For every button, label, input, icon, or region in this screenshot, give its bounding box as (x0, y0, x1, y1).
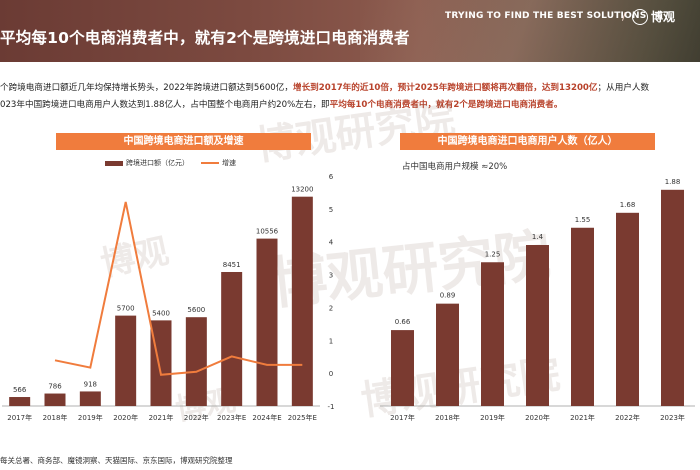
bar (661, 189, 684, 406)
x-tick-label: 2020年 (525, 413, 550, 422)
bar (221, 271, 243, 406)
x-tick-label: 2021年 (570, 413, 595, 422)
bar (256, 238, 278, 406)
bar (571, 227, 594, 406)
bar-value-label: 0.89 (440, 292, 456, 300)
x-tick-label: 2022年 (615, 413, 640, 422)
bar-value-label: 786 (48, 383, 62, 391)
bar (115, 315, 137, 406)
growth-line (54, 201, 303, 376)
bar (391, 330, 414, 406)
bar (481, 262, 504, 406)
summary-text: ；从用户人数 (597, 83, 650, 93)
bar (291, 196, 313, 406)
bar-value-label: 5400 (152, 309, 170, 317)
header-separator: / (622, 10, 626, 23)
summary-line-2: 023年中国跨境进口电商用户人数达到1.88亿人，占中国整个电商用户约20%左右… (0, 97, 700, 114)
bar-value-label: 566 (13, 386, 27, 394)
summary-text: 023年中国跨境进口电商用户人数达到1.88亿人，占中国整个电商用户约20%左右… (0, 100, 330, 110)
logo-icon (632, 9, 648, 25)
chart2-svg: 0.66 2017年 0.89 2018年 1.25 2019年 1.4 2020年 1.55 2… (380, 178, 695, 422)
x-tick-label: 2017年 (390, 413, 415, 422)
bar-value-label: 1.4 (532, 233, 544, 241)
chart2-subtitle: 占中国电商用户规模 ≈20% (402, 162, 508, 172)
x-tick-label: 2021年 (149, 413, 174, 422)
summary-paragraph: 个跨境电商进口额近几年均保持增长势头，2022年跨境进口额达到5600亿，增长到… (0, 80, 700, 114)
page-title: 平均每10个电商消费者中，就有2个是跨境进口电商消费者 (0, 29, 410, 47)
chart1-title: 中国跨境电商进口额及增速 (56, 133, 311, 150)
chart2-title: 中国跨境电商进口电商用户人数（亿人） (400, 133, 655, 150)
bar-value-label: 1.88 (665, 178, 681, 186)
header-landscape-image (360, 0, 700, 62)
bar-value-label: 10556 (256, 228, 279, 236)
x-tick-label: 2019年 (480, 413, 505, 422)
y2-tick-label: 4 (329, 239, 334, 247)
bar-value-label: 8451 (223, 261, 241, 269)
bar (44, 393, 66, 406)
legend-line-label: 增速 (222, 159, 236, 167)
x-tick-label: 2024年E (252, 413, 281, 422)
bar (526, 245, 549, 406)
bar (9, 397, 31, 406)
y2-tick-label: -1 (328, 403, 335, 411)
chart1-legend: 跨境进口额（亿元） 增速 (105, 158, 236, 168)
bar-value-label: 5700 (117, 305, 135, 313)
y2-tick-label: 6 (329, 173, 334, 181)
x-tick-label: 2017年 (7, 413, 32, 422)
x-tick-label: 2022年 (184, 413, 209, 422)
y2-tick-label: 1 (329, 337, 333, 345)
summary-highlight: 增长到2017年的近10倍，预计2025年跨境进口额将再次翻倍，达到13200亿 (292, 83, 598, 93)
x-tick-label: 2023年E (217, 413, 246, 422)
x-tick-label: 2018年 (435, 413, 460, 422)
y2-tick-label: 0 (329, 370, 333, 378)
x-tick-label: 2019年 (78, 413, 103, 422)
bar-value-label: 1.25 (485, 250, 501, 258)
bar-value-label: 918 (84, 380, 97, 388)
x-tick-label: 2023年 (660, 413, 685, 422)
legend-bar-label: 跨境进口额（亿元） (126, 159, 189, 167)
header-tagline: TRYING TO FIND THE BEST SOLUTIONS (445, 11, 647, 21)
x-tick-label: 2020年 (113, 413, 138, 422)
chart1-svg: 5662017年7862018年9182019年57002020年5400202… (2, 173, 335, 422)
legend-line-swatch (201, 162, 219, 164)
y2-tick-label: 5 (329, 206, 333, 214)
bar (150, 320, 172, 406)
y2-tick-label: 2 (329, 304, 333, 312)
bar (616, 212, 639, 406)
bar-value-label: 1.68 (620, 201, 636, 209)
header-banner: 平均每10个电商消费者中，就有2个是跨境进口电商消费者 TRYING TO FI… (0, 0, 700, 62)
logo-text: 博观 (651, 10, 676, 24)
summary-text: 个跨境电商进口额近几年均保持增长势头，2022年跨境进口额达到5600亿， (0, 83, 293, 93)
y2-tick-label: 3 (329, 272, 333, 280)
bar (79, 391, 101, 406)
x-tick-label: 2025年E (288, 413, 317, 422)
legend-bar-swatch (105, 160, 123, 166)
bar (185, 317, 207, 406)
summary-highlight: 平均每10个电商消费者中，就有2个是跨境进口电商消费者。 (329, 100, 563, 110)
bar-value-label: 1.55 (575, 216, 591, 224)
x-tick-label: 2018年 (43, 413, 68, 422)
summary-line-1: 个跨境电商进口额近几年均保持增长势头，2022年跨境进口额达到5600亿，增长到… (0, 80, 700, 97)
bar-value-label: 5600 (187, 306, 205, 314)
bar-value-label: 0.66 (395, 318, 411, 326)
source-note: 每关总署、商务部、魔镜洞察、天猫国际、京东国际，博观研究院整理 (0, 456, 233, 465)
bar-value-label: 13200 (291, 186, 313, 194)
bar (436, 303, 459, 406)
